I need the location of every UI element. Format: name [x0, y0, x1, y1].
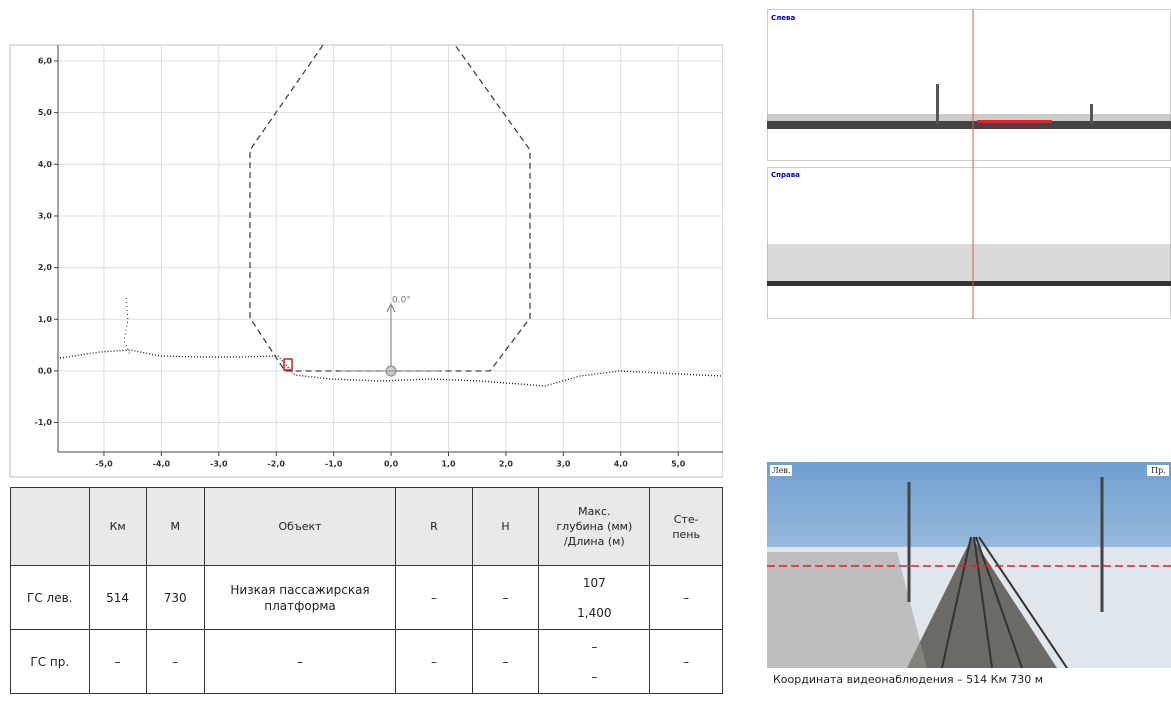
table-cell: – [472, 566, 539, 630]
x-tick-label: 1,0 [441, 460, 456, 469]
camera-view: Лев. Пр. [767, 462, 1171, 668]
table-cell: – [204, 630, 396, 694]
cell-line: – [542, 665, 646, 689]
x-tick-label: -1,0 [325, 460, 343, 469]
table-cell: 730 [146, 566, 204, 630]
page: -5,0 -4,0 -3,0 -2,0 -1,0 0,0 1,0 2,0 3,0 4,0 5,0 -1… [0, 0, 1171, 701]
scan-right-panel [768, 168, 1171, 319]
header-cell: Км [89, 488, 146, 566]
table-cell: – [396, 566, 472, 630]
angle-label: 0.0° [392, 296, 411, 306]
scan-pole [1090, 104, 1093, 124]
table-cell: – [650, 630, 723, 694]
header-cell: М [146, 488, 204, 566]
cell-line: Макс. [542, 504, 646, 519]
table-cell: – [650, 566, 723, 630]
camera-caption: Координата видеонаблюдения – 514 Км 730 … [773, 673, 1043, 686]
table-cell: – [146, 630, 204, 694]
x-tick-label: -3,0 [210, 460, 228, 469]
cell-line: 1,400 [542, 601, 646, 625]
cell-line: пень [653, 527, 719, 542]
x-tick-label: 3,0 [556, 460, 571, 469]
table-cell: – [396, 630, 472, 694]
scan-right-label: Справа [771, 171, 800, 179]
x-tick-label: 4,0 [614, 460, 629, 469]
header-cell: Макс.глубина (мм)/Длина (м) [539, 488, 650, 566]
header-cell: H [472, 488, 539, 566]
scan-noise [767, 244, 1171, 281]
table-cell: –– [539, 630, 650, 694]
y-tick-label: 5,0 [38, 108, 53, 117]
cell-line: /Длина (м) [542, 534, 646, 549]
cell-line: глубина (мм) [542, 519, 646, 534]
profile-chart: -5,0 -4,0 -3,0 -2,0 -1,0 0,0 1,0 2,0 3,0 4,0 5,0 -1… [0, 0, 723, 480]
y-tick-label: 1,0 [38, 315, 53, 324]
header-cell: R [396, 488, 472, 566]
y-tick-label: 2,0 [38, 263, 53, 272]
y-tick-label: 3,0 [38, 211, 53, 220]
chart-frame [10, 45, 723, 477]
scan-object [977, 120, 1052, 123]
cell-line: 107 [542, 571, 646, 595]
cell-line: – [542, 635, 646, 659]
x-tick-label: 5,0 [671, 460, 686, 469]
scan-ground [767, 121, 1171, 129]
cell-line: Сте- [653, 512, 719, 527]
header-cell: Объект [204, 488, 396, 566]
y-tick-label: 4,0 [38, 160, 53, 169]
x-tick-label: -5,0 [95, 460, 113, 469]
header-cell [11, 488, 90, 566]
table-cell: ГС лев. [11, 566, 90, 630]
scan-panels: Слева Справа [767, 9, 1171, 319]
table-cell: 514 [89, 566, 146, 630]
x-tick-label: -2,0 [267, 460, 285, 469]
camera-left-label: Лев. [772, 466, 790, 475]
table-cell: 107 1,400 [539, 566, 650, 630]
camera-right-label: Пр. [1151, 466, 1166, 475]
x-tick-label: 2,0 [499, 460, 514, 469]
x-tick-label: -4,0 [153, 460, 171, 469]
y-tick-label: 0,0 [38, 366, 53, 375]
scan-ground [767, 281, 1171, 286]
table-cell: – [89, 630, 146, 694]
scan-left-panel [768, 10, 1171, 161]
table-cell: Низкая пассажирская платформа [204, 566, 396, 630]
table-row: ГС пр.–––––––– [11, 630, 723, 694]
scan-noise [767, 114, 1171, 121]
y-tick-label: 6,0 [38, 57, 53, 66]
scan-pole [936, 84, 939, 124]
scan-left-label: Слева [771, 14, 795, 22]
x-tick-label: 0,0 [384, 460, 399, 469]
table-cell: – [472, 630, 539, 694]
table-cell: ГС пр. [11, 630, 90, 694]
y-tick-label: -1,0 [35, 418, 53, 427]
header-cell: Сте-пень [650, 488, 723, 566]
